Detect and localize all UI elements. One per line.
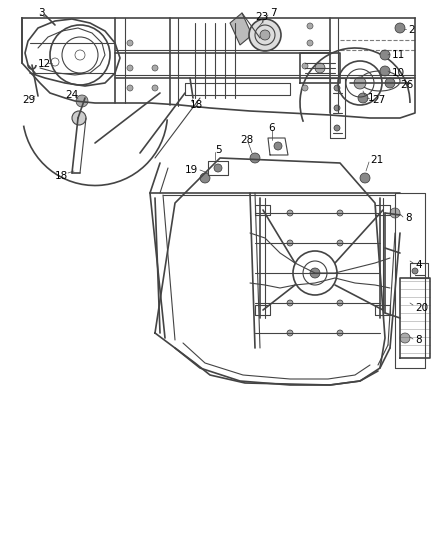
Text: 27: 27 (372, 95, 385, 105)
Circle shape (337, 210, 343, 216)
Text: 20: 20 (415, 303, 428, 313)
Text: 18: 18 (190, 100, 203, 110)
Circle shape (380, 66, 390, 76)
Circle shape (250, 153, 260, 163)
Text: 11: 11 (392, 50, 405, 60)
Circle shape (310, 268, 320, 278)
Circle shape (358, 93, 368, 103)
Circle shape (395, 23, 405, 33)
Circle shape (127, 65, 133, 71)
Circle shape (307, 40, 313, 46)
Circle shape (214, 164, 222, 172)
Circle shape (287, 330, 293, 336)
Circle shape (249, 19, 281, 51)
Text: 19: 19 (185, 165, 198, 175)
Circle shape (127, 85, 133, 91)
Circle shape (260, 30, 270, 40)
Text: 2: 2 (408, 25, 415, 35)
Text: 21: 21 (370, 155, 383, 165)
Circle shape (337, 300, 343, 306)
Circle shape (152, 65, 158, 71)
Circle shape (76, 95, 88, 107)
Circle shape (152, 85, 158, 91)
Circle shape (302, 85, 308, 91)
Circle shape (400, 333, 410, 343)
Circle shape (354, 77, 366, 89)
Circle shape (302, 63, 308, 69)
Circle shape (334, 85, 340, 91)
Text: 24: 24 (65, 90, 78, 100)
Text: 3: 3 (38, 8, 45, 18)
Text: 8: 8 (405, 213, 412, 223)
Circle shape (412, 268, 418, 274)
Text: 8: 8 (415, 335, 422, 345)
Text: 12: 12 (38, 59, 51, 69)
Text: 4: 4 (415, 260, 422, 270)
Text: 18: 18 (55, 171, 68, 181)
Text: 7: 7 (270, 8, 277, 18)
Circle shape (334, 125, 340, 131)
Circle shape (385, 78, 395, 88)
Text: 29: 29 (22, 95, 35, 105)
Text: 5: 5 (215, 145, 222, 155)
Text: 1: 1 (368, 93, 374, 103)
Circle shape (307, 23, 313, 29)
Circle shape (274, 142, 282, 150)
Circle shape (360, 173, 370, 183)
Circle shape (380, 50, 390, 60)
Text: 23: 23 (255, 12, 268, 22)
Circle shape (390, 208, 400, 218)
Circle shape (334, 105, 340, 111)
Text: 28: 28 (240, 135, 253, 145)
Polygon shape (230, 13, 252, 45)
Text: 10: 10 (392, 68, 405, 78)
Circle shape (337, 330, 343, 336)
Circle shape (287, 210, 293, 216)
Circle shape (200, 173, 210, 183)
Circle shape (315, 63, 325, 73)
Circle shape (287, 240, 293, 246)
Text: 26: 26 (400, 80, 413, 90)
Text: 6: 6 (268, 123, 275, 133)
Circle shape (337, 240, 343, 246)
Circle shape (287, 300, 293, 306)
Circle shape (72, 111, 86, 125)
Circle shape (127, 40, 133, 46)
